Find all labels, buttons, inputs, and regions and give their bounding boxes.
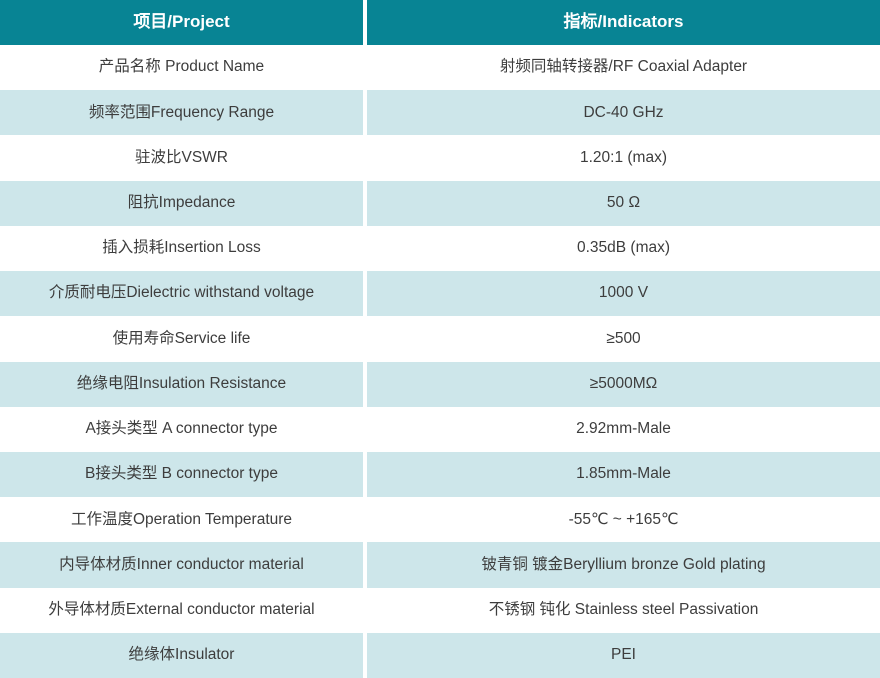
project-cell: 内导体材质Inner conductor material xyxy=(59,555,304,573)
project-cell: 绝缘电阻Insulation Resistance xyxy=(76,374,287,392)
project-cell: 绝缘体Insulator xyxy=(128,646,235,664)
indicator-cell: 1.85mm-Male xyxy=(576,465,671,483)
table-row: 插入损耗Insertion Loss 0.35dB (max) xyxy=(0,225,880,272)
project-cell: 工作温度Operation Temperature xyxy=(70,510,293,528)
table-row: 使用寿命Service life ≥500 xyxy=(0,316,880,362)
indicator-cell: 铍青铜 镀金Beryllium bronze Gold plating xyxy=(481,555,766,573)
indicator-cell: 1000 V xyxy=(598,284,649,302)
project-cell: A接头类型 A connector type xyxy=(85,420,278,438)
column-divider xyxy=(363,271,367,317)
column-divider xyxy=(363,497,367,543)
column-divider xyxy=(363,361,367,407)
indicator-cell: 50 Ω xyxy=(606,193,641,211)
table-header-row: 项目/Project 指标/Indicators xyxy=(0,0,880,45)
table-row: 外导体材质External conductor material 不锈钢 钝化 … xyxy=(0,587,880,633)
indicator-cell: DC-40 GHz xyxy=(583,103,664,121)
project-cell: 使用寿命Service life xyxy=(112,329,251,347)
indicator-cell: 不锈钢 钝化 Stainless steel Passivation xyxy=(488,600,759,618)
header-cell-indicators: 指标/Indicators xyxy=(563,12,684,32)
project-cell: 阻抗Impedance xyxy=(127,193,236,211)
project-cell: 产品名称 Product Name xyxy=(98,58,265,76)
column-divider xyxy=(363,542,367,588)
column-divider xyxy=(363,135,367,181)
column-divider xyxy=(363,225,367,272)
table-row: 绝缘体Insulator PEI xyxy=(0,632,880,678)
column-divider xyxy=(363,180,367,226)
project-cell: 插入损耗Insertion Loss xyxy=(102,239,261,257)
column-divider xyxy=(363,316,367,362)
indicator-cell: 1.20:1 (max) xyxy=(579,148,667,166)
project-cell: 介质耐电压Dielectric withstand voltage xyxy=(48,284,315,302)
indicator-cell: 0.35dB (max) xyxy=(576,239,671,257)
table-row: 产品名称 Product Name 射频同轴转接器/RF Coaxial Ada… xyxy=(0,45,880,91)
table-row: B接头类型 B connector type 1.85mm-Male xyxy=(0,451,880,498)
column-divider xyxy=(363,90,367,136)
indicator-cell: 2.92mm-Male xyxy=(576,420,671,438)
table-body: 产品名称 Product Name 射频同轴转接器/RF Coaxial Ada… xyxy=(0,45,880,678)
table-row: 驻波比VSWR 1.20:1 (max) xyxy=(0,135,880,181)
table-row: 阻抗Impedance 50 Ω xyxy=(0,180,880,226)
table-row: 绝缘电阻Insulation Resistance ≥5000MΩ xyxy=(0,361,880,407)
column-divider xyxy=(363,45,367,91)
table-row: A接头类型 A connector type 2.92mm-Male xyxy=(0,406,880,452)
project-cell: 外导体材质External conductor material xyxy=(48,600,315,618)
indicator-cell: ≥500 xyxy=(606,329,641,347)
project-cell: 驻波比VSWR xyxy=(134,148,228,166)
table-row: 内导体材质Inner conductor material 铍青铜 镀金Bery… xyxy=(0,542,880,588)
indicator-cell: -55℃ ~ +165℃ xyxy=(568,510,679,528)
indicator-cell: PEI xyxy=(611,646,636,664)
project-cell: B接头类型 B connector type xyxy=(85,465,278,483)
table-row: 频率范围Frequency Range DC-40 GHz xyxy=(0,90,880,136)
column-divider xyxy=(363,0,367,45)
header-cell-project: 项目/Project xyxy=(133,12,230,32)
column-divider xyxy=(363,451,367,498)
column-divider xyxy=(363,632,367,678)
column-divider xyxy=(363,406,367,452)
indicator-cell: 射频同轴转接器/RF Coaxial Adapter xyxy=(499,58,748,76)
column-divider xyxy=(363,587,367,633)
project-cell: 频率范围Frequency Range xyxy=(88,103,275,121)
indicator-cell: ≥5000MΩ xyxy=(589,374,658,392)
table-row: 工作温度Operation Temperature -55℃ ~ +165℃ xyxy=(0,497,880,543)
table-row: 介质耐电压Dielectric withstand voltage 1000 V xyxy=(0,271,880,317)
